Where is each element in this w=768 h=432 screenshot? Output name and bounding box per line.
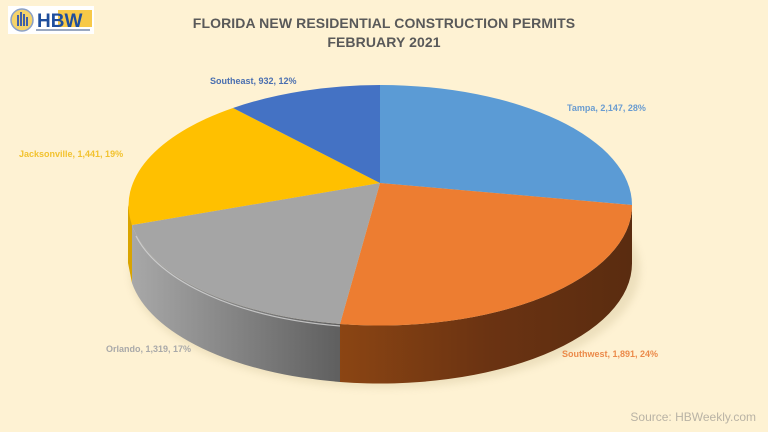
slice-jacksonville	[128, 108, 380, 225]
source-credit: Source: HBWeekly.com	[630, 410, 756, 424]
label-southeast: Southeast, 932, 12%	[210, 76, 297, 86]
label-southwest: Southwest, 1,891, 24%	[562, 349, 659, 359]
slice-southwest	[340, 183, 633, 326]
slice-side-jacksonville	[128, 205, 132, 283]
label-jacksonville: Jacksonville, 1,441, 19%	[19, 149, 124, 159]
hbw-logo: HBW	[8, 6, 94, 34]
building-logo-icon: HBW	[8, 6, 94, 34]
rim-highlight	[135, 235, 341, 327]
slice-side-orlando	[132, 225, 340, 382]
slice-southeast	[233, 85, 380, 183]
label-orlando: Orlando, 1,319, 17%	[106, 344, 192, 354]
label-tampa: Tampa, 2,147, 28%	[567, 103, 646, 113]
svg-text:HBW: HBW	[37, 11, 82, 32]
slice-tampa	[380, 85, 632, 205]
slice-orlando	[132, 183, 380, 324]
chart-subtitle: FEBRUARY 2021	[327, 34, 441, 50]
slice-side-southwest	[340, 205, 633, 384]
chart-title: FLORIDA NEW RESIDENTIAL CONSTRUCTION PER…	[192, 15, 576, 31]
